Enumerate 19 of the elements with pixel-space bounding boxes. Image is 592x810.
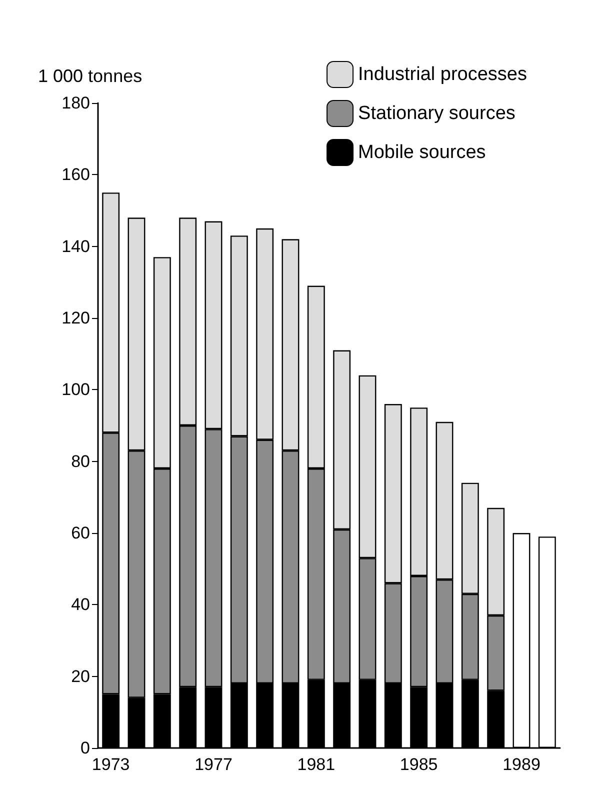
y-tick-label: 160 <box>62 165 90 184</box>
y-tick-label: 80 <box>71 452 90 471</box>
y-tick-label: 180 <box>62 94 90 112</box>
y-tick-label: 140 <box>62 236 90 256</box>
x-tick-label: 1989 <box>502 755 540 774</box>
legend-label: Mobile sources <box>358 142 486 163</box>
legend-label: Industrial processes <box>358 64 527 85</box>
x-tick-label: 1981 <box>297 755 336 774</box>
y-tick-label: 20 <box>71 666 90 686</box>
y-tick-label: 120 <box>62 308 90 328</box>
x-tick-label: 1973 <box>92 755 130 774</box>
y-axis-title: 1 000 tonnes <box>38 66 142 86</box>
y-tick-label: 100 <box>62 380 90 400</box>
x-tick-label: 1985 <box>400 755 438 774</box>
x-tick-label: 1977 <box>194 755 232 774</box>
y-tick-label: 0 <box>80 738 90 758</box>
y-tick-label: 60 <box>71 524 90 542</box>
y-tick-label: 40 <box>71 595 90 614</box>
legend-label: Stationary sources <box>358 103 516 124</box>
